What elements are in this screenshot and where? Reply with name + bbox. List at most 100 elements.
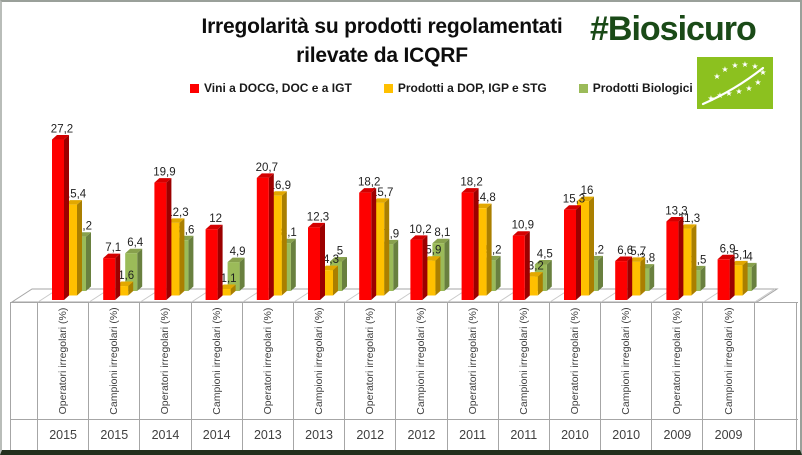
bar-value-label: 13,3 — [665, 206, 687, 218]
bar-front-face — [564, 209, 576, 300]
bar-s1-c4 — [269, 191, 287, 296]
category-axis-label-cell: Operatori irregolari (%) — [448, 303, 499, 419]
bar-side-face — [166, 178, 172, 300]
bar-top-face — [256, 173, 274, 178]
series-2: 9,2 6,4 8,6 4,9 8,1 5 7,9 8,1 5,2 4,5 5,2 3,8 3,5 4 — [74, 221, 757, 291]
category-axis-label-cell: Campioni irregolari (%) — [396, 303, 448, 419]
category-year-label: 2015 — [49, 428, 77, 442]
bar-value-label: 11,3 — [679, 213, 701, 225]
bar-top-face — [461, 188, 479, 193]
bar-front-face — [154, 182, 167, 300]
legend-label: Vini a DOCG, DOC e a IGT — [204, 81, 352, 95]
category-axis-label-cell: Operatori irregolari (%) — [243, 303, 294, 419]
bar-front-face — [534, 264, 547, 291]
category-axis-label: Operatori irregolari (%) — [466, 307, 479, 415]
floor-tick — [344, 288, 366, 303]
bar-front-face — [717, 259, 730, 300]
bar-front-face — [116, 286, 129, 296]
floor-tick — [703, 288, 724, 303]
bar-value-label: 8,1 — [434, 227, 450, 239]
bar-value-label: 14,8 — [473, 192, 495, 204]
axis-year-row: 2015 2015 2014 2014 2013 2013 2012 2012 2011 2011… — [10, 419, 798, 450]
bar-top-face — [176, 235, 194, 241]
category-year-cell: 2014 — [192, 420, 243, 450]
bar-top-face — [330, 257, 347, 262]
floor-tick — [600, 288, 622, 303]
plot-floor — [10, 288, 779, 303]
bar-s1-c6 — [372, 198, 390, 296]
bar-value-label: 5 — [337, 246, 343, 258]
floor-tick — [242, 288, 264, 303]
bar-front-face — [586, 260, 598, 291]
bar-side-face — [188, 235, 194, 291]
bar-side-face — [576, 205, 581, 300]
category-year-cell: 2010 — [550, 420, 602, 450]
svg-text:★: ★ — [731, 61, 738, 70]
bar-front-face — [167, 222, 180, 296]
bar-s2-c6 — [381, 239, 399, 291]
bar-s0-c6 — [359, 188, 377, 300]
category-axis-label: Campioni irregolari (%) — [517, 307, 530, 415]
bar-value-label: 10,2 — [409, 224, 431, 236]
bar-side-face — [691, 224, 697, 296]
bar-front-face — [525, 276, 538, 296]
bar-front-face — [308, 227, 320, 300]
bar-top-face — [52, 135, 69, 140]
bar-value-label: 15,7 — [371, 187, 393, 199]
bar-side-face — [290, 238, 296, 291]
bar-top-face — [308, 222, 325, 228]
bar-side-face — [86, 232, 91, 291]
category-axis-label-cell: Campioni irregolari (%) — [89, 303, 141, 419]
bar-top-face — [381, 239, 399, 245]
category-year-cell: 2013 — [243, 420, 294, 450]
bar-s0-c13 — [717, 254, 735, 300]
bar-value-label: 6,6 — [617, 245, 633, 257]
bar-side-face — [537, 272, 543, 296]
bar-top-face — [359, 188, 377, 193]
bar-s2-c2 — [176, 235, 194, 291]
svg-text:★: ★ — [754, 78, 761, 87]
svg-text:★: ★ — [721, 65, 728, 74]
bar-value-label: 16 — [581, 185, 594, 197]
bar-top-face — [739, 262, 757, 268]
bar-value-label: 19,9 — [153, 167, 175, 179]
bar-s2-c7 — [432, 238, 450, 291]
bar-top-face — [525, 272, 543, 277]
bar-front-face — [423, 260, 436, 296]
bar-top-face — [125, 248, 143, 254]
bar-value-label: 5,7 — [630, 246, 646, 258]
bar-value-label: 8,6 — [178, 224, 194, 236]
legend-swatch-icon — [383, 83, 393, 93]
category-year-cell: 2013 — [294, 420, 346, 450]
bar-front-face — [218, 289, 231, 296]
bar-s0-c8 — [461, 188, 479, 300]
bar-value-label: 18,2 — [358, 177, 380, 189]
eu-organic-leaf-logo: ★ ★ ★ ★ ★★ ★★★ ★★★ — [697, 57, 773, 109]
bar-value-label: 12 — [209, 213, 222, 225]
category-axis-label: Operatori irregolari (%) — [568, 307, 581, 415]
bar-top-face — [512, 231, 530, 236]
bar-s0-c11 — [615, 256, 633, 300]
bar-s0-c2 — [154, 178, 172, 300]
bar-side-face — [393, 239, 399, 291]
legend-label: Prodotti a DOP, IGP e STG — [397, 81, 547, 95]
bar-front-face — [381, 244, 394, 291]
bar-front-face — [474, 208, 487, 296]
floor-tick — [498, 288, 520, 303]
category-axis-label-cell: Campioni irregolari (%) — [294, 303, 346, 419]
bar-top-face — [432, 238, 450, 244]
bar-s0-c0 — [52, 135, 69, 300]
bar-top-face — [637, 264, 655, 269]
bar-top-face — [586, 255, 603, 261]
category-axis-label: Operatori irregolari (%) — [261, 307, 274, 415]
bar-front-face — [739, 267, 752, 291]
floor-tick — [293, 288, 315, 303]
bar-value-label: 5,9 — [425, 245, 441, 257]
category-axis-label: Operatori irregolari (%) — [364, 307, 377, 415]
bar-value-label: 4 — [746, 251, 753, 263]
bar-front-face — [52, 139, 64, 300]
bar-side-face — [729, 254, 735, 300]
category-year-label: 2013 — [305, 428, 333, 442]
category-axis-label-cell: Campioni irregolari (%) — [192, 303, 243, 419]
bar-top-face — [154, 178, 172, 183]
